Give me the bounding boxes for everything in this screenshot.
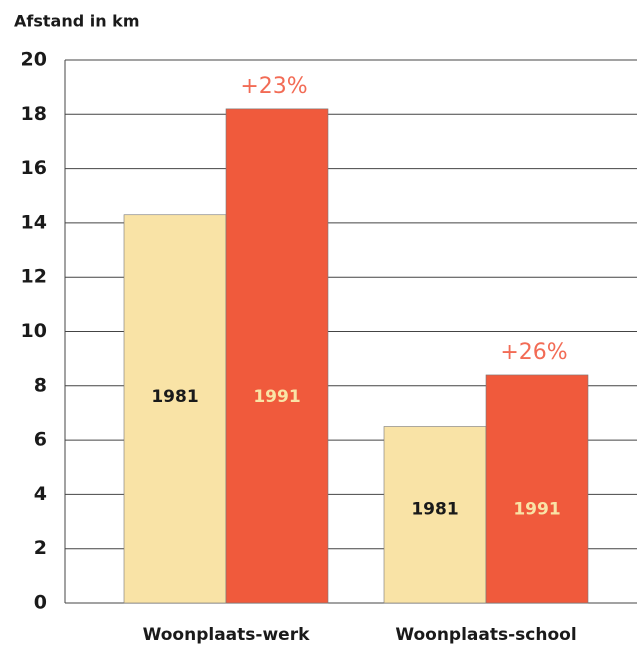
bar-label: 1991	[253, 387, 300, 407]
y-tick-label: 16	[21, 157, 47, 179]
y-tick-label: 2	[34, 537, 47, 559]
bar	[225, 108, 329, 604]
y-axis-label: Afstand in km	[14, 12, 139, 31]
x-tick-label: Woonplaats-school	[395, 625, 576, 645]
annotation: +23%	[240, 74, 307, 99]
y-tick-label: 0	[34, 592, 47, 614]
y-tick-label: 12	[21, 266, 47, 288]
bar-label: 1981	[151, 387, 198, 407]
bar	[485, 374, 589, 604]
y-tick-label: 8	[34, 374, 47, 396]
x-tick-label: Woonplaats-werk	[143, 625, 310, 645]
y-tick-label: 6	[34, 429, 47, 451]
y-tick-label: 20	[21, 49, 47, 71]
bar	[123, 214, 227, 604]
bar-label: 1981	[411, 499, 458, 519]
y-tick-label: 14	[21, 211, 47, 233]
bar-label: 1991	[513, 499, 560, 519]
bar	[383, 426, 487, 604]
y-tick-label: 10	[21, 320, 47, 342]
y-tick-label: 18	[21, 103, 47, 125]
y-tick-label: 4	[34, 483, 47, 505]
annotation: +26%	[500, 340, 567, 365]
